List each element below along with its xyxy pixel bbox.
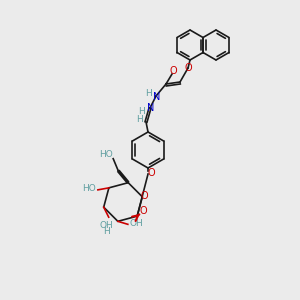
Text: O: O [139, 206, 147, 216]
Text: N: N [147, 103, 155, 113]
Text: O: O [169, 66, 177, 76]
Text: O: O [184, 63, 192, 73]
Text: H: H [136, 116, 142, 124]
Text: O: O [147, 168, 155, 178]
Text: O: O [140, 191, 148, 201]
Text: H: H [103, 227, 110, 236]
Text: OH: OH [100, 221, 114, 230]
Text: N: N [153, 92, 161, 102]
Text: H: H [138, 106, 145, 116]
Text: H: H [145, 89, 152, 98]
Text: HO: HO [99, 150, 113, 159]
Text: HO: HO [82, 184, 96, 194]
Text: OH: OH [130, 219, 144, 228]
